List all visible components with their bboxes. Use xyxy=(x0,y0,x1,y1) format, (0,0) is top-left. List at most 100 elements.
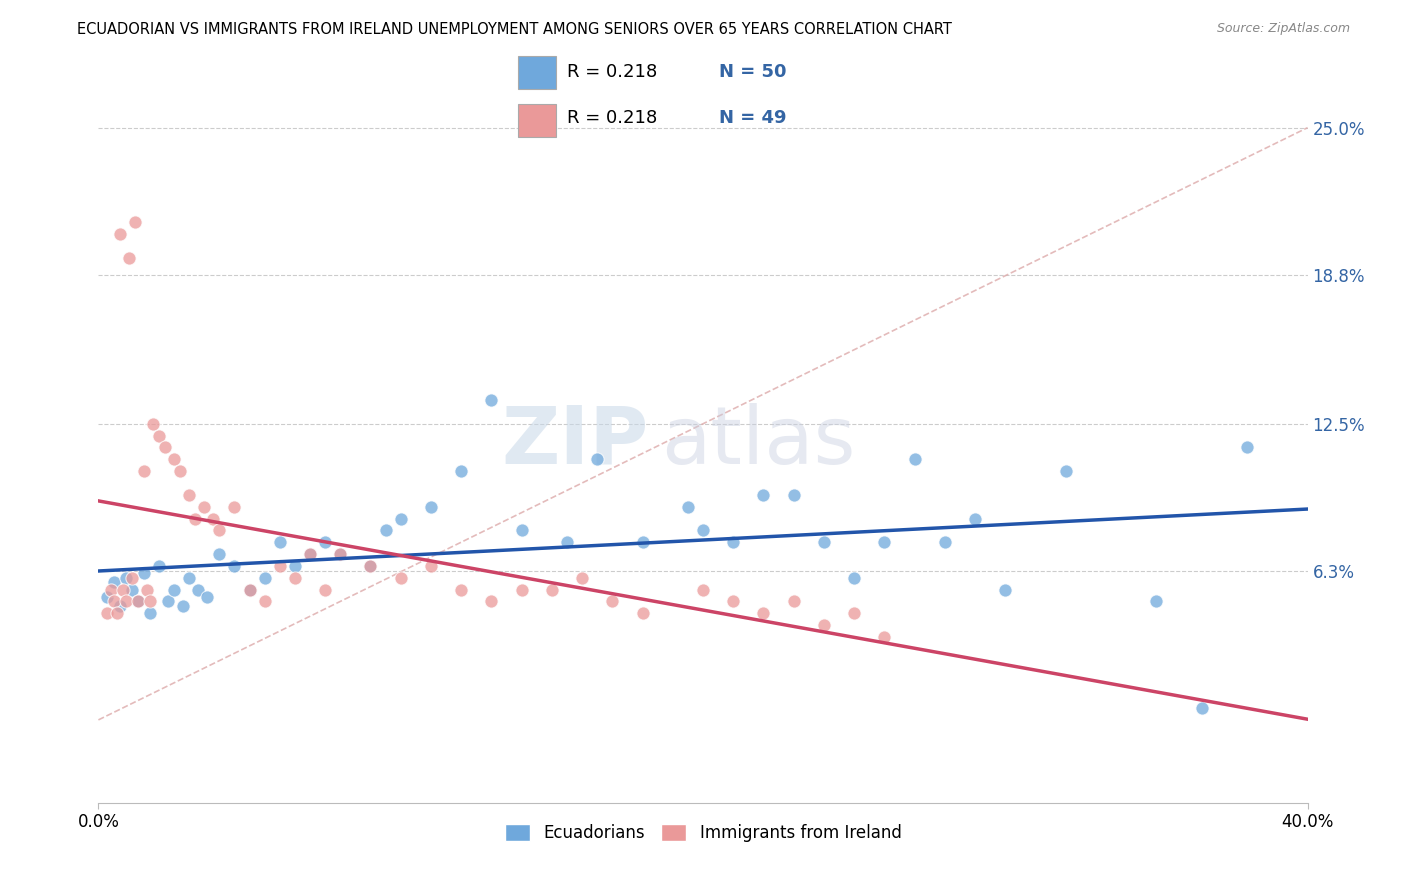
Point xyxy=(844,571,866,585)
Point xyxy=(121,571,143,585)
Point xyxy=(389,511,412,525)
Point xyxy=(481,393,503,408)
Point xyxy=(127,594,149,608)
Point xyxy=(96,607,118,621)
FancyBboxPatch shape xyxy=(517,104,555,137)
Point xyxy=(676,500,699,514)
Point xyxy=(269,558,291,573)
Point xyxy=(108,599,131,614)
Point xyxy=(148,558,170,573)
Point xyxy=(299,547,322,561)
Point xyxy=(284,571,307,585)
Point xyxy=(314,582,336,597)
Point xyxy=(172,599,194,614)
Text: ZIP: ZIP xyxy=(502,402,648,481)
Point xyxy=(224,500,246,514)
Point xyxy=(163,452,186,467)
Point xyxy=(813,535,835,549)
Point xyxy=(269,535,291,549)
Point xyxy=(208,524,231,538)
Point xyxy=(540,582,562,597)
FancyBboxPatch shape xyxy=(517,56,555,88)
Legend: Ecuadorians, Immigrants from Ireland: Ecuadorians, Immigrants from Ireland xyxy=(498,817,908,848)
Point xyxy=(184,511,207,525)
Point xyxy=(239,582,262,597)
Point xyxy=(752,488,775,502)
Point xyxy=(360,558,382,573)
Point xyxy=(420,500,443,514)
Point xyxy=(114,594,136,608)
Point xyxy=(193,500,215,514)
Text: atlas: atlas xyxy=(661,402,855,481)
Point xyxy=(510,524,533,538)
Point xyxy=(139,607,162,621)
Point xyxy=(314,535,336,549)
Point xyxy=(873,535,896,549)
Text: N = 50: N = 50 xyxy=(718,63,786,81)
Point xyxy=(934,535,956,549)
Point xyxy=(124,215,146,229)
Point xyxy=(100,582,122,597)
Point xyxy=(299,547,322,561)
Point xyxy=(253,594,276,608)
Point xyxy=(108,227,131,242)
Text: ECUADORIAN VS IMMIGRANTS FROM IRELAND UNEMPLOYMENT AMONG SENIORS OVER 65 YEARS C: ECUADORIAN VS IMMIGRANTS FROM IRELAND UN… xyxy=(77,22,952,37)
Point xyxy=(132,566,155,580)
Point xyxy=(135,582,157,597)
Point xyxy=(631,535,654,549)
Point xyxy=(111,582,134,597)
Text: Source: ZipAtlas.com: Source: ZipAtlas.com xyxy=(1216,22,1350,36)
Point xyxy=(127,594,149,608)
Point xyxy=(571,571,593,585)
Point xyxy=(723,535,745,549)
Point xyxy=(195,590,218,604)
Point xyxy=(148,428,170,442)
Point xyxy=(844,607,866,621)
Point xyxy=(389,571,412,585)
Point xyxy=(783,488,806,502)
Point xyxy=(965,511,987,525)
Point xyxy=(208,547,231,561)
Point xyxy=(631,607,654,621)
Point xyxy=(105,607,128,621)
Point xyxy=(118,251,141,265)
Point xyxy=(586,452,609,467)
Text: R = 0.218: R = 0.218 xyxy=(567,63,657,81)
Point xyxy=(139,594,162,608)
Point xyxy=(994,582,1017,597)
Point xyxy=(156,594,179,608)
Point xyxy=(602,594,624,608)
Point xyxy=(103,575,125,590)
Point xyxy=(153,441,176,455)
Point xyxy=(510,582,533,597)
Point xyxy=(1054,464,1077,478)
Point xyxy=(450,464,472,478)
Point xyxy=(187,582,209,597)
Point xyxy=(555,535,578,549)
Point xyxy=(284,558,307,573)
Point xyxy=(179,488,201,502)
Point xyxy=(121,582,143,597)
Text: R = 0.218: R = 0.218 xyxy=(567,110,657,128)
Point xyxy=(202,511,225,525)
Point xyxy=(813,618,835,632)
Point xyxy=(783,594,806,608)
Point xyxy=(692,524,714,538)
Point xyxy=(360,558,382,573)
Point xyxy=(450,582,472,597)
Point xyxy=(163,582,186,597)
Point xyxy=(142,417,165,431)
Point xyxy=(329,547,352,561)
Point xyxy=(132,464,155,478)
Point xyxy=(723,594,745,608)
Point xyxy=(169,464,191,478)
Point xyxy=(374,524,396,538)
Text: N = 49: N = 49 xyxy=(718,110,786,128)
Point xyxy=(103,594,125,608)
Point xyxy=(329,547,352,561)
Point xyxy=(96,590,118,604)
Point xyxy=(179,571,201,585)
Point xyxy=(1236,441,1258,455)
Point xyxy=(481,594,503,608)
Point xyxy=(752,607,775,621)
